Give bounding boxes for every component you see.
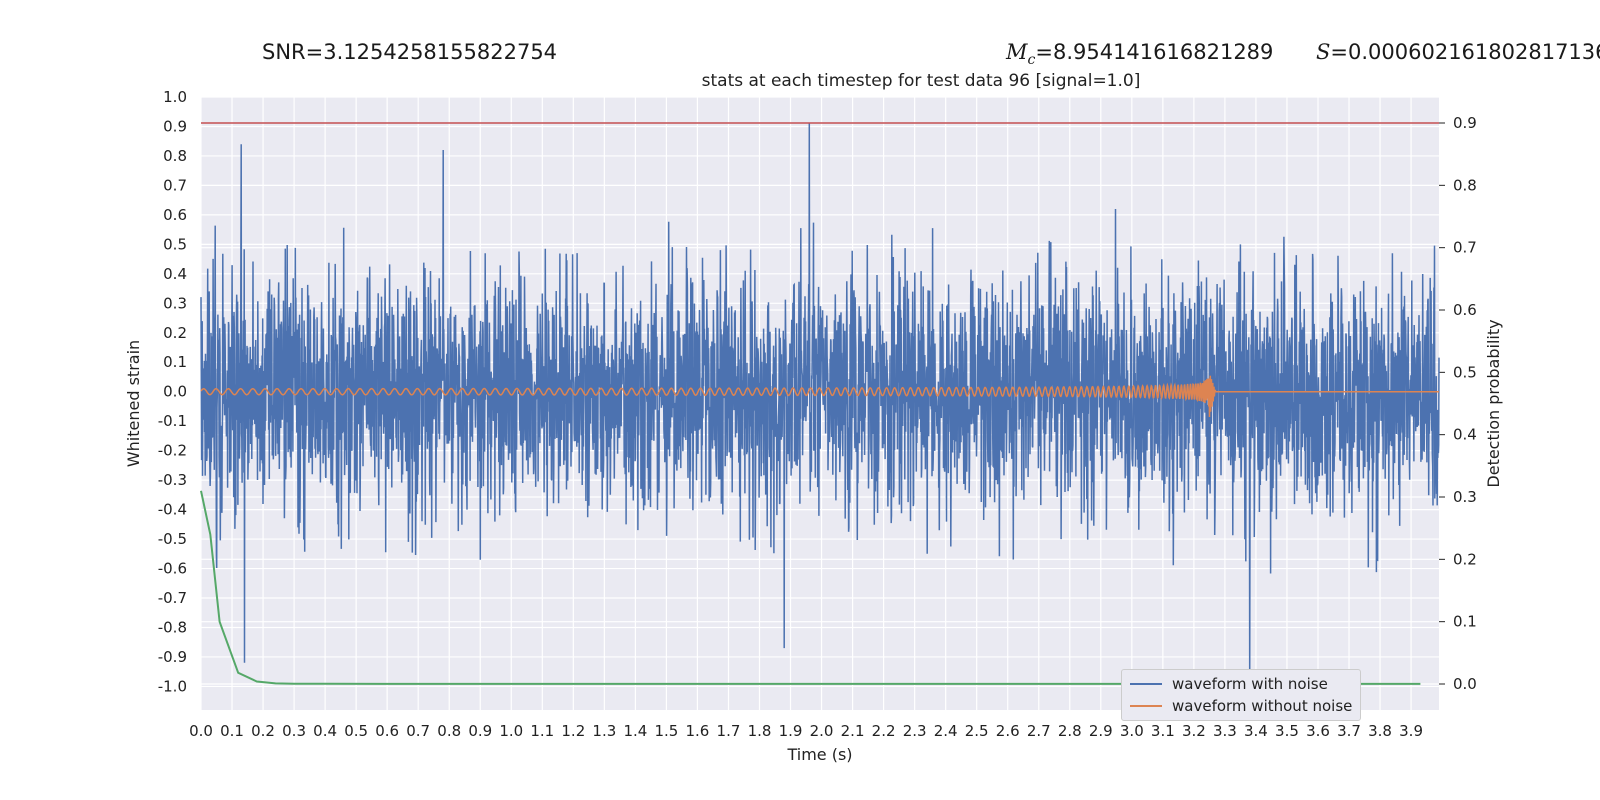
x-tick-label: 1.8 xyxy=(748,722,772,740)
x-tick-label: 1.5 xyxy=(654,722,678,740)
x-tick-label: 1.0 xyxy=(499,722,523,740)
x-tick-label: 0.1 xyxy=(220,722,244,740)
x-tick-label: 2.3 xyxy=(903,722,927,740)
legend-item-noise: waveform with noise xyxy=(1130,673,1328,695)
snr-readout: SNR=3.1254258155822754 xyxy=(262,40,558,64)
y-tick-label: -0.4 xyxy=(158,501,187,519)
x-tick-label: 3.4 xyxy=(1244,722,1268,740)
x-tick-label: 0.3 xyxy=(282,722,306,740)
y-tick-label: 1.0 xyxy=(163,88,187,106)
x-tick-label: 2.9 xyxy=(1089,722,1113,740)
y-tick-label: -0.8 xyxy=(158,618,187,636)
legend-item-clean: waveform without noise xyxy=(1130,695,1352,717)
series-detection-probability xyxy=(200,490,1421,685)
x-tick-label: 0.4 xyxy=(313,722,337,740)
y-tick-label: 0.5 xyxy=(163,235,187,253)
mc-value: =8.954141616821289 xyxy=(1035,40,1274,64)
y-tick-label: 0.6 xyxy=(163,206,187,224)
mc-subscript: c xyxy=(1027,52,1036,69)
x-tick-label: 3.5 xyxy=(1275,722,1299,740)
y2-tick-label: 0.7 xyxy=(1453,239,1477,257)
legend-label-noise: waveform with noise xyxy=(1172,675,1328,693)
y-tick-label: 0.9 xyxy=(163,117,187,135)
y-tick-label: 0.1 xyxy=(163,353,187,371)
y2-tick-label: 0.8 xyxy=(1453,176,1477,194)
y-tick-label: 0.4 xyxy=(163,265,187,283)
y-tick-label: -0.1 xyxy=(158,412,187,430)
x-tick-label: 1.1 xyxy=(530,722,554,740)
x-tick-label: 0.8 xyxy=(437,722,461,740)
x-tick-label: 3.6 xyxy=(1306,722,1330,740)
x-tick-label: 0.2 xyxy=(251,722,275,740)
y-tick-label: -0.6 xyxy=(158,560,187,578)
series-waveform-without-noise xyxy=(200,375,1439,418)
y-tick-label: 0.3 xyxy=(163,294,187,312)
x-tick-label: 3.2 xyxy=(1182,722,1206,740)
mc-symbol: M xyxy=(1006,40,1028,64)
y-tick-label: -0.2 xyxy=(158,442,187,460)
chirp-mass-readout: Mc=8.954141616821289 xyxy=(1006,40,1273,69)
y-tick-label: -0.3 xyxy=(158,471,187,489)
x-tick-label: 0.0 xyxy=(189,722,213,740)
chart-title: stats at each timestep for test data 96 … xyxy=(701,71,1141,91)
x-tick-label: 0.6 xyxy=(375,722,399,740)
x-tick-label: 2.1 xyxy=(841,722,865,740)
legend-swatch-noise xyxy=(1130,683,1162,685)
s-readout: S=0.0006021618028171361 xyxy=(1316,40,1600,64)
x-tick-label: 0.5 xyxy=(344,722,368,740)
x-tick-label: 2.0 xyxy=(810,722,834,740)
y-tick-label: -0.9 xyxy=(158,648,187,666)
x-tick-label: 3.0 xyxy=(1120,722,1144,740)
legend-swatch-clean xyxy=(1130,705,1162,707)
x-tick-label: 3.8 xyxy=(1368,722,1392,740)
y-tick-label: 0.8 xyxy=(163,147,187,165)
s-value: =0.0006021618028171361 xyxy=(1330,40,1600,64)
x-axis-label: Time (s) xyxy=(786,745,852,764)
x-tick-label: 2.8 xyxy=(1058,722,1082,740)
y2-tick-label: 0.4 xyxy=(1453,426,1477,444)
x-tick-label: 2.7 xyxy=(1027,722,1051,740)
y2-tick-label: 0.1 xyxy=(1453,613,1477,631)
y2-tick-label: 0.5 xyxy=(1453,363,1477,381)
x-tick-label: 3.3 xyxy=(1213,722,1237,740)
y2-tick-label: 0.3 xyxy=(1453,488,1477,506)
y2-tick-label: 0.9 xyxy=(1453,114,1477,132)
y2-tick-label: 0.2 xyxy=(1453,550,1477,568)
x-tick-label: 3.7 xyxy=(1337,722,1361,740)
x-tick-label: 1.3 xyxy=(592,722,616,740)
x-tick-label: 1.7 xyxy=(717,722,741,740)
x-tick-label: 1.4 xyxy=(623,722,647,740)
legend: waveform with noise waveform without noi… xyxy=(1121,669,1361,721)
x-tick-label: 1.2 xyxy=(561,722,585,740)
x-tick-label: 1.9 xyxy=(779,722,803,740)
y2-axis-label: Detection probability xyxy=(1484,319,1503,487)
x-tick-label: 2.5 xyxy=(965,722,989,740)
y-tick-label: -0.7 xyxy=(158,589,187,607)
x-tick-label: 0.9 xyxy=(468,722,492,740)
y-tick-label: 0.7 xyxy=(163,176,187,194)
x-tick-label: 3.1 xyxy=(1151,722,1175,740)
x-tick-label: 2.4 xyxy=(934,722,958,740)
x-tick-label: 2.6 xyxy=(996,722,1020,740)
x-tick-label: 0.7 xyxy=(406,722,430,740)
x-tick-label: 1.6 xyxy=(686,722,710,740)
y-tick-label: 0.2 xyxy=(163,324,187,342)
s-symbol: S xyxy=(1316,40,1331,64)
y-tick-label: 0.0 xyxy=(163,383,187,401)
legend-label-clean: waveform without noise xyxy=(1172,697,1353,715)
y-tick-label: -1.0 xyxy=(158,677,187,695)
y2-tick-label: 0.0 xyxy=(1453,675,1477,693)
x-tick-label: 3.9 xyxy=(1399,722,1423,740)
y2-tick-label: 0.6 xyxy=(1453,301,1477,319)
y-axis-label: Whitened strain xyxy=(124,340,143,467)
x-tick-label: 2.2 xyxy=(872,722,896,740)
y-tick-label: -0.5 xyxy=(158,530,187,548)
